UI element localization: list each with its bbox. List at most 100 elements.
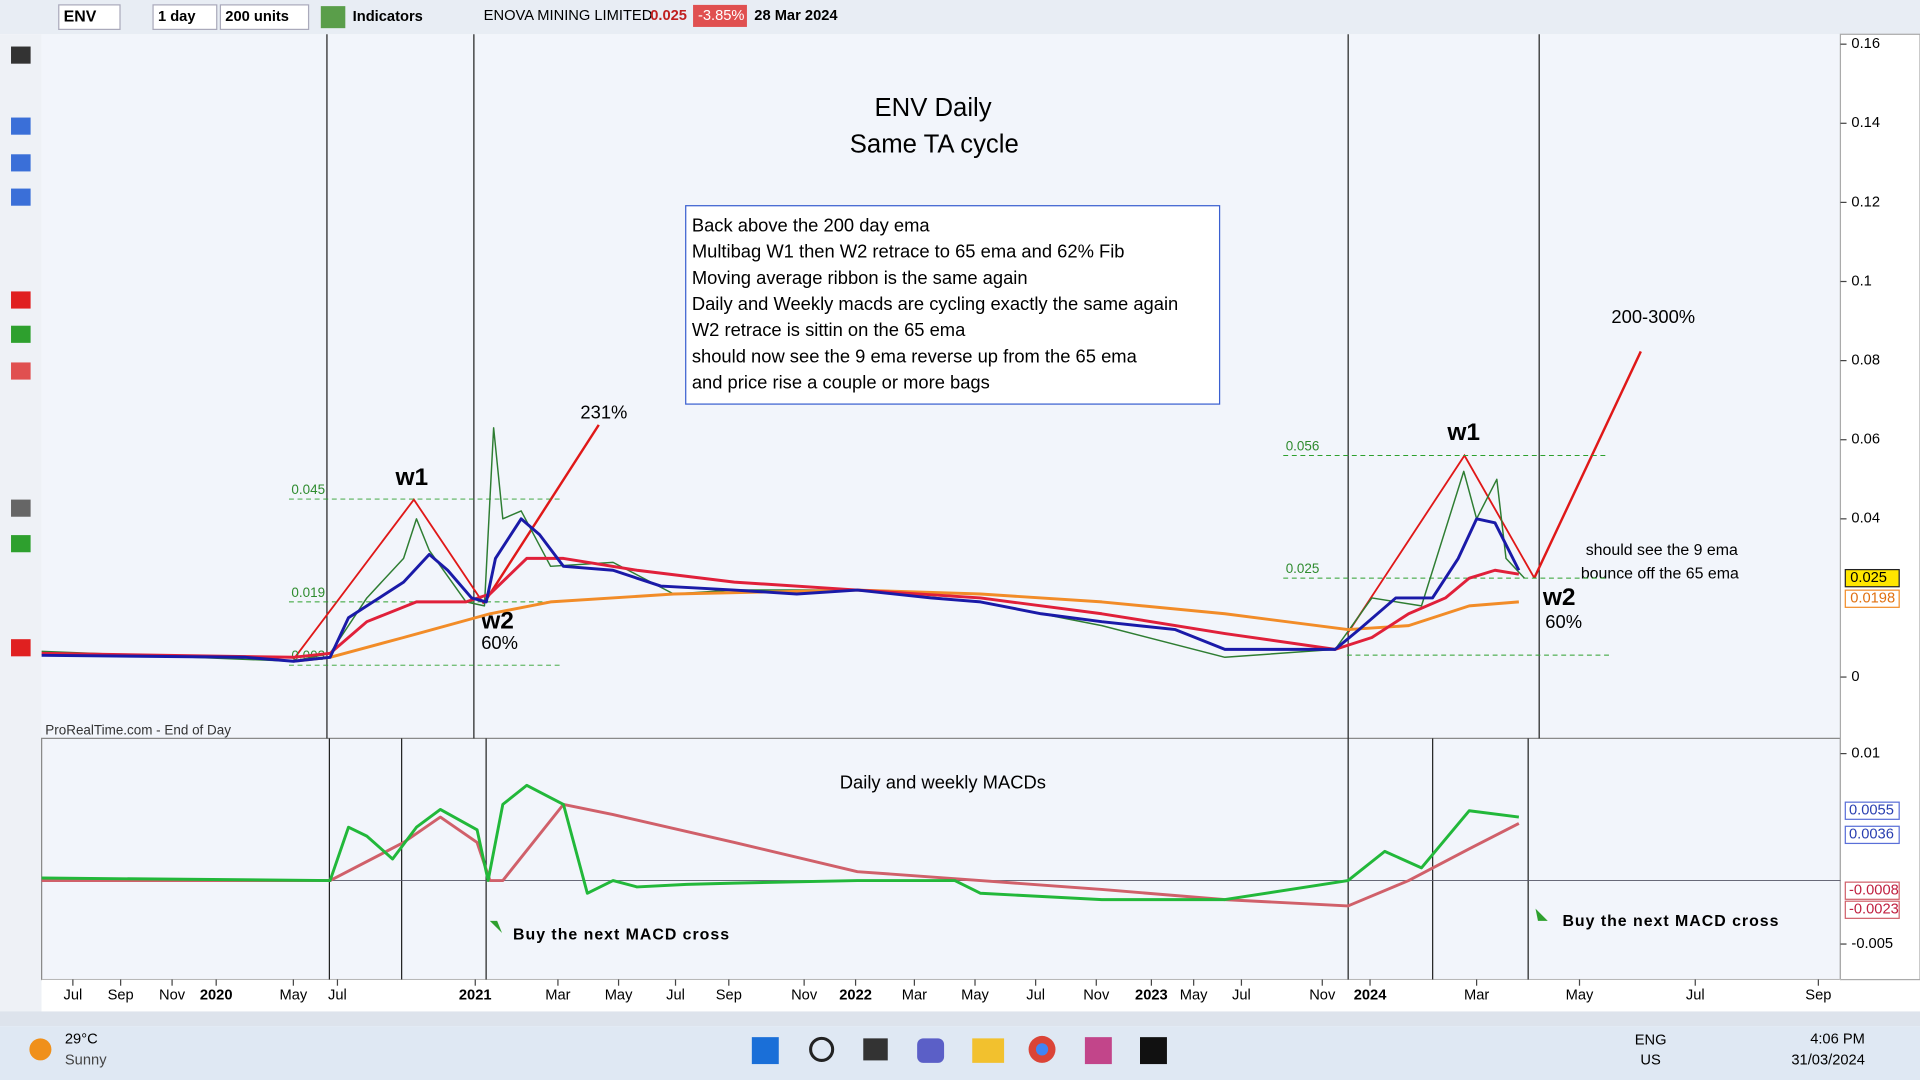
series-line bbox=[293, 588, 1519, 663]
x-tick-label: 2022 bbox=[839, 987, 872, 1003]
macd-pane bbox=[41, 737, 1842, 981]
price-tag bbox=[1844, 589, 1900, 608]
indicators-icon[interactable] bbox=[320, 6, 346, 29]
x-tick-label: Sep bbox=[716, 987, 742, 1003]
price-tag-label: 0.025 bbox=[1850, 570, 1887, 586]
macd-tag bbox=[1844, 825, 1900, 845]
x-tick-label: Jul bbox=[63, 987, 82, 1003]
x-tick-label: Sep bbox=[1805, 987, 1831, 1003]
y-tick-label: 0.04 bbox=[1851, 511, 1880, 527]
timeframe[interactable]: 1 day bbox=[158, 9, 196, 25]
note-label: should see the 9 ema bbox=[1586, 542, 1738, 559]
weather-icon[interactable] bbox=[29, 1038, 52, 1061]
note-line: Back above the 200 day ema bbox=[692, 214, 931, 235]
symbol-box[interactable] bbox=[58, 4, 121, 30]
macd-tag-label: 0.0036 bbox=[1849, 827, 1894, 843]
units[interactable]: 200 units bbox=[225, 9, 289, 25]
wave-label: w1 bbox=[395, 464, 429, 491]
y-tick-label: 0.12 bbox=[1851, 194, 1880, 210]
gain-label: 200-300% bbox=[1611, 306, 1695, 327]
fib-label: 0.056 bbox=[1286, 439, 1320, 454]
x-tick-label: May bbox=[1566, 987, 1594, 1003]
toolbar bbox=[0, 0, 1920, 35]
weather[interactable]: Sunny bbox=[65, 1052, 107, 1068]
y-tick-label: -0.005 bbox=[1851, 936, 1893, 952]
price-tag bbox=[1844, 568, 1900, 588]
language[interactable]: ENG bbox=[1635, 1033, 1667, 1049]
indicators[interactable]: Indicators bbox=[353, 9, 423, 25]
note-line: Multibag W1 then W2 retrace to 65 ema an… bbox=[692, 241, 1125, 262]
timeframe-box[interactable] bbox=[152, 4, 218, 30]
date: 28 Mar 2024 bbox=[754, 8, 838, 24]
note-line: Moving average ribbon is the same again bbox=[692, 267, 1028, 288]
units-box[interactable] bbox=[219, 4, 310, 30]
macd-tag-label: 0.0055 bbox=[1849, 803, 1894, 819]
tool-column bbox=[0, 34, 42, 1027]
clock-time[interactable]: 4:06 PM bbox=[1810, 1031, 1865, 1047]
last-price: 0.025 bbox=[650, 8, 687, 24]
chart-subtitle: Same TA cycle bbox=[850, 131, 1019, 159]
x-tick-label: Jul bbox=[1026, 987, 1045, 1003]
price-tag-label: 0.0198 bbox=[1850, 591, 1895, 607]
cycle-lines bbox=[326, 34, 1540, 980]
arrow bbox=[489, 920, 503, 934]
macd-title: Daily and weekly MACDs bbox=[840, 772, 1046, 793]
macd-tag-label: -0.0023 bbox=[1849, 902, 1899, 918]
y-tick-label: 0.01 bbox=[1851, 745, 1880, 761]
taskbar bbox=[0, 1026, 1920, 1080]
x-axis bbox=[41, 979, 1841, 1012]
x-tick-label: 2021 bbox=[459, 987, 492, 1003]
macd-tag-label: -0.0008 bbox=[1849, 883, 1899, 899]
y-tick-label: 0.08 bbox=[1851, 352, 1880, 368]
x-tick-label: May bbox=[279, 987, 307, 1003]
note-line: Daily and Weekly macds are cycling exact… bbox=[692, 293, 1178, 314]
x-tick-label: Nov bbox=[159, 987, 186, 1003]
x-tick-label: Nov bbox=[1309, 987, 1336, 1003]
retrace-label: 60% bbox=[481, 632, 518, 653]
y-tick-label: 0 bbox=[1851, 669, 1859, 685]
series-line bbox=[41, 517, 1521, 663]
note-line: W2 retrace is sittin on the 65 ema bbox=[692, 319, 966, 340]
change: -3.85% bbox=[698, 8, 745, 24]
series-line bbox=[41, 556, 1520, 659]
x-tick-label: 2023 bbox=[1135, 987, 1168, 1003]
macd-note: Buy the next MACD cross bbox=[1562, 913, 1779, 930]
x-tick-label: Nov bbox=[1083, 987, 1110, 1003]
fib-label: 0.045 bbox=[291, 482, 325, 497]
series-line bbox=[41, 427, 1525, 662]
x-tick-label: May bbox=[1180, 987, 1208, 1003]
fib-label: 0.019 bbox=[291, 585, 325, 600]
x-tick-label: May bbox=[605, 987, 633, 1003]
note-label: bounce off the 65 ema bbox=[1581, 565, 1739, 582]
x-tick-label: Mar bbox=[1464, 987, 1489, 1003]
chart-title: ENV Daily bbox=[874, 94, 991, 122]
x-tick-label: Nov bbox=[791, 987, 818, 1003]
temperature[interactable]: 29°C bbox=[65, 1031, 98, 1047]
gain-label: 231% bbox=[580, 402, 627, 423]
retrace-label: 60% bbox=[1545, 611, 1582, 632]
x-tick-label: Jul bbox=[1686, 987, 1705, 1003]
region[interactable]: US bbox=[1640, 1052, 1661, 1068]
note-line: and price rise a couple or more bags bbox=[692, 372, 990, 393]
watermark: ProRealTime.com - End of Day bbox=[45, 723, 231, 738]
x-tick-label: Jul bbox=[328, 987, 347, 1003]
tool-icons[interactable] bbox=[11, 46, 31, 657]
x-tick-label: 2020 bbox=[200, 987, 233, 1003]
scrollbar[interactable] bbox=[0, 1011, 1920, 1027]
series-line bbox=[41, 802, 1520, 908]
x-tick-label: 2024 bbox=[1354, 987, 1388, 1003]
taskbar-apps[interactable] bbox=[751, 1035, 1167, 1065]
macd-tag bbox=[1844, 801, 1900, 820]
y-tick-label: 0.06 bbox=[1851, 432, 1880, 448]
clock-date[interactable]: 31/03/2024 bbox=[1791, 1052, 1865, 1068]
x-tick-label: Sep bbox=[108, 987, 134, 1003]
macd-note: Buy the next MACD cross bbox=[513, 927, 730, 944]
x-tick-label: Mar bbox=[545, 987, 570, 1003]
x-tick-label: May bbox=[961, 987, 989, 1003]
symbol[interactable]: ENV bbox=[64, 8, 97, 25]
fib-label: 0.025 bbox=[1286, 561, 1320, 576]
instrument-name: ENOVA MINING LIMITED bbox=[484, 8, 653, 24]
note-line: should now see the 9 ema reverse up from… bbox=[692, 345, 1138, 366]
note-box bbox=[685, 205, 1221, 405]
